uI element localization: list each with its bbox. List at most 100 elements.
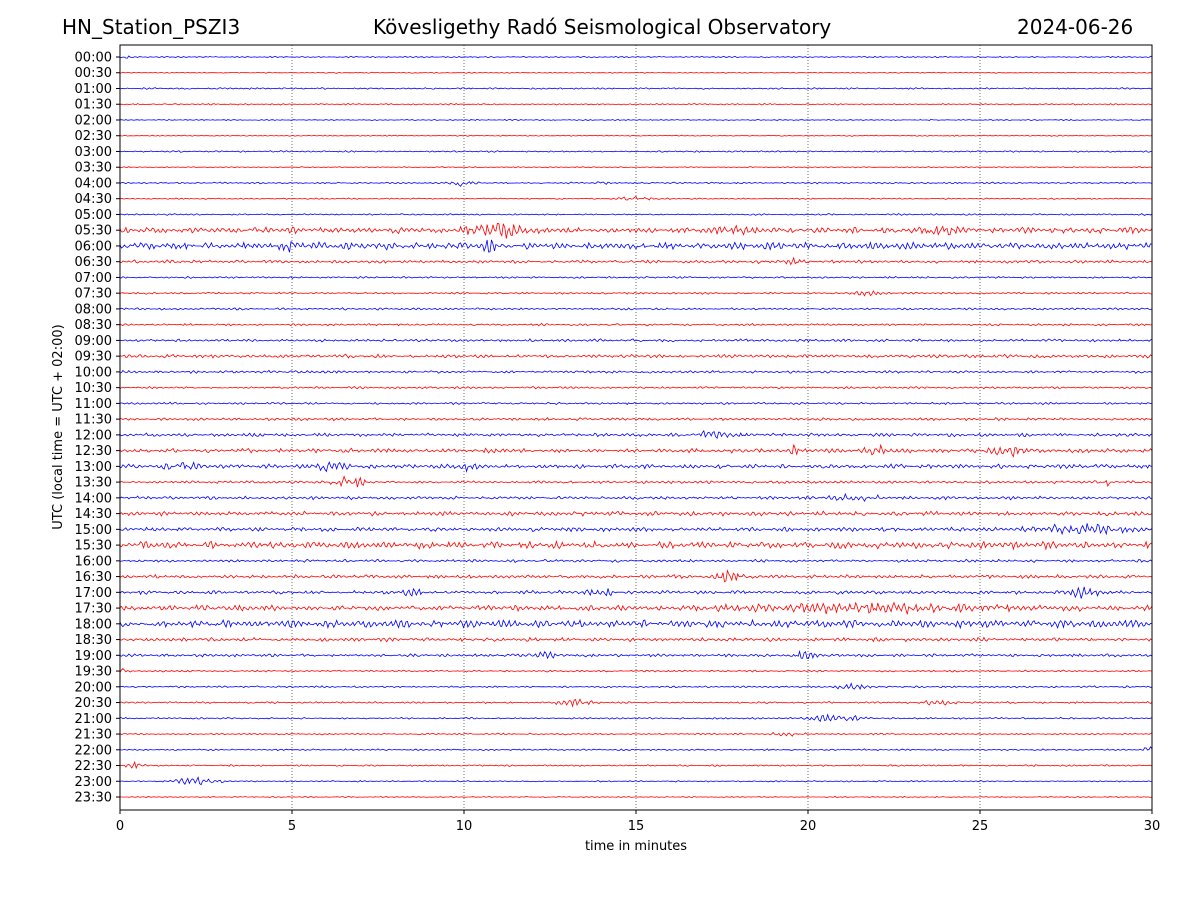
x-axis-label: time in minutes: [585, 839, 687, 854]
trace-0300: [119, 150, 1152, 153]
trace-1500: [119, 523, 1153, 536]
y-tick-label: 13:30: [75, 476, 112, 491]
x-tick-label: 5: [288, 819, 296, 834]
y-tick-label: 08:30: [75, 318, 112, 333]
y-tick-label: 11:00: [75, 397, 112, 412]
y-tick-label: 19:30: [75, 665, 112, 680]
x-tick-label: 30: [1144, 819, 1161, 834]
trace-1300: [119, 461, 1153, 473]
y-tick-label: 05:00: [75, 208, 112, 223]
y-tick-label: 00:30: [75, 66, 112, 81]
x-tick-label: 10: [456, 819, 473, 834]
y-tick-label: 21:00: [75, 712, 112, 727]
y-tick-label: 12:30: [75, 444, 112, 459]
x-tick-label: 25: [972, 819, 989, 834]
y-tick-label: 00:00: [75, 51, 112, 66]
trace-1230: [119, 443, 1153, 458]
trace-1430: [119, 510, 1153, 517]
y-tick-label: 07:30: [75, 287, 112, 302]
trace-1530: [119, 539, 1153, 551]
trace-0230: [119, 134, 1153, 137]
trace-1030: [119, 385, 1153, 390]
y-tick-label: 08:00: [75, 302, 112, 317]
y-tick-label: 21:30: [75, 728, 112, 743]
trace-0030: [119, 71, 1153, 74]
trace-0730: [119, 290, 1153, 297]
trace-1900: [119, 649, 1153, 660]
trace-1130: [119, 417, 1153, 422]
trace-2330: [120, 795, 1153, 799]
trace-2130: [119, 731, 1153, 737]
trace-1400: [119, 492, 1153, 503]
y-tick-label: 14:00: [75, 491, 112, 506]
trace-2230: [119, 760, 1153, 770]
y-tick-label: 11:30: [75, 413, 112, 428]
trace-2030: [119, 698, 1153, 708]
trace-1800: [119, 618, 1153, 630]
y-tick-label: 01:30: [75, 98, 112, 113]
trace-1630: [119, 569, 1152, 583]
trace-0830: [119, 322, 1153, 327]
trace-0130: [119, 102, 1153, 106]
y-tick-label: 22:30: [75, 759, 112, 774]
x-tick-label: 20: [800, 819, 817, 834]
y-tick-label: 15:30: [75, 539, 112, 554]
trace-1600: [119, 558, 1153, 563]
y-tick-label: 17:30: [75, 602, 112, 617]
trace-0630: [119, 256, 1153, 266]
y-tick-label: 09:30: [75, 350, 112, 365]
y-tick-label: 10:30: [75, 381, 112, 396]
trace-1100: [119, 401, 1153, 406]
trace-0900: [119, 338, 1153, 343]
trace-0400: [119, 181, 1153, 187]
y-axis-label: UTC (local time = UTC + 02:00): [51, 324, 66, 529]
y-tick-label: 09:00: [75, 334, 112, 349]
y-tick-label: 15:00: [75, 523, 112, 538]
y-tick-label: 16:00: [75, 554, 112, 569]
trace-0430: [119, 195, 1153, 201]
y-tick-label: 23:00: [75, 775, 112, 790]
y-tick-label: 17:00: [75, 586, 112, 601]
trace-0100: [119, 87, 1153, 90]
y-tick-label: 14:30: [75, 507, 112, 522]
y-tick-label: 03:00: [75, 145, 112, 160]
trace-1200: [119, 430, 1153, 440]
y-tick-label: 07:00: [75, 271, 112, 286]
y-tick-label: 06:00: [75, 239, 112, 254]
y-tick-label: 19:00: [75, 649, 112, 664]
trace-0200: [119, 118, 1153, 122]
trace-2100: [119, 713, 1153, 723]
trace-0000: [119, 55, 1153, 59]
y-tick-label: 20:00: [75, 680, 112, 695]
trace-0530: [119, 222, 1153, 239]
y-tick-label: 16:30: [75, 570, 112, 585]
observatory-title: Kövesligethy Radó Seismological Observat…: [373, 15, 832, 39]
trace-2200: [119, 746, 1153, 752]
trace-1730: [119, 601, 1153, 615]
y-tick-label: 02:00: [75, 113, 112, 128]
trace-0500: [119, 213, 1153, 216]
trace-1930: [119, 668, 1153, 673]
y-tick-label: 01:00: [75, 82, 112, 97]
station-name: HN_Station_PSZI3: [62, 15, 241, 39]
trace-2000: [119, 682, 1152, 690]
trace-0700: [119, 275, 1153, 279]
trace-1000: [119, 369, 1153, 375]
y-tick-label: 22:00: [75, 743, 112, 758]
y-tick-label: 18:00: [75, 617, 112, 632]
x-tick-label: 15: [628, 819, 645, 834]
trace-0600: [119, 239, 1153, 253]
trace-0930: [119, 353, 1153, 359]
date-label: 2024-06-26: [1017, 15, 1134, 39]
plot-frame: [119, 44, 1153, 811]
y-tick-label: 10:00: [75, 365, 112, 380]
y-tick-label: 20:30: [75, 696, 112, 711]
trace-0330: [119, 166, 1153, 169]
y-tick-label: 04:00: [75, 176, 112, 191]
y-tick-label: 18:30: [75, 633, 112, 648]
trace-1700: [119, 586, 1153, 599]
y-tick-label: 13:00: [75, 460, 112, 475]
y-tick-label: 05:30: [75, 224, 112, 239]
